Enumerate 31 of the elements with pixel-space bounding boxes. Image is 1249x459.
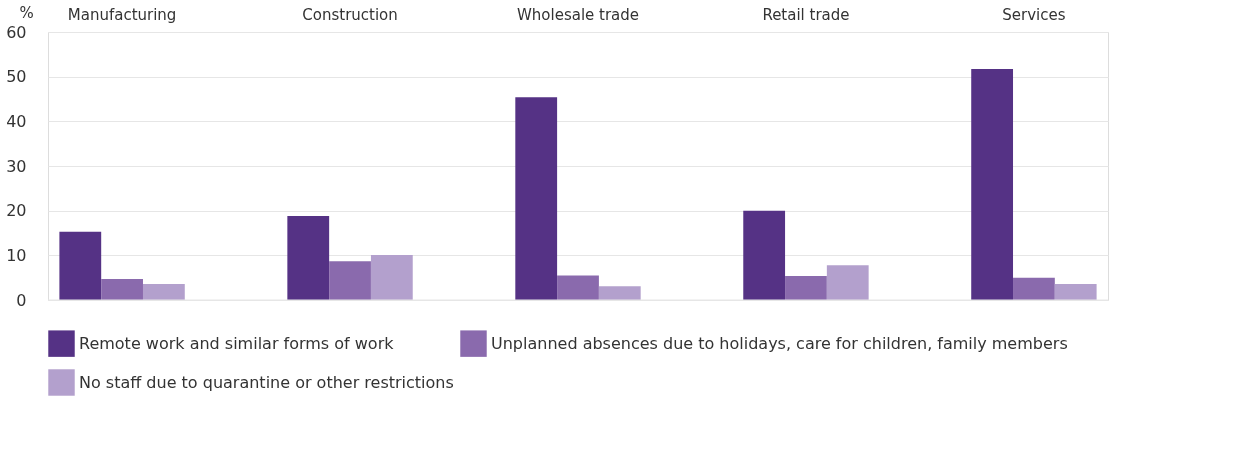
bar [785, 275, 827, 300]
x-tick-label: Wholesale trade [516, 5, 640, 24]
y-tick-label: 10 [6, 245, 27, 265]
y-tick-label: 20 [6, 201, 27, 221]
y-tick-label: 0 [16, 290, 27, 310]
x-tick-label: Services [1002, 5, 1066, 24]
y-tick-label: 60 [6, 22, 27, 42]
bar [142, 283, 185, 300]
y-axis-title: % [19, 3, 34, 22]
legend-label: Unplanned absences due to holidays, care for children, family members [491, 333, 1068, 353]
bar [598, 286, 641, 300]
legend-label: No staff due to quarantine or other restrictions [79, 372, 454, 392]
y-tick-label: 50 [6, 67, 27, 87]
bar [515, 97, 558, 300]
bar [826, 265, 869, 300]
bar [1013, 277, 1055, 300]
bar [370, 254, 413, 300]
bar [101, 279, 143, 300]
bar [287, 216, 330, 300]
bar [59, 231, 102, 300]
bar [743, 210, 786, 300]
bar [1054, 283, 1097, 300]
x-tick-label: Construction [302, 5, 398, 24]
bar [557, 275, 599, 300]
x-tick-label: Retail trade [762, 5, 850, 24]
bar [971, 69, 1014, 300]
x-tick-label: Manufacturing [67, 5, 177, 24]
legend-label: Remote work and similar forms of work [79, 333, 395, 353]
y-tick-label: 40 [6, 111, 27, 131]
bar [329, 261, 371, 300]
y-tick-label: 30 [6, 156, 27, 176]
